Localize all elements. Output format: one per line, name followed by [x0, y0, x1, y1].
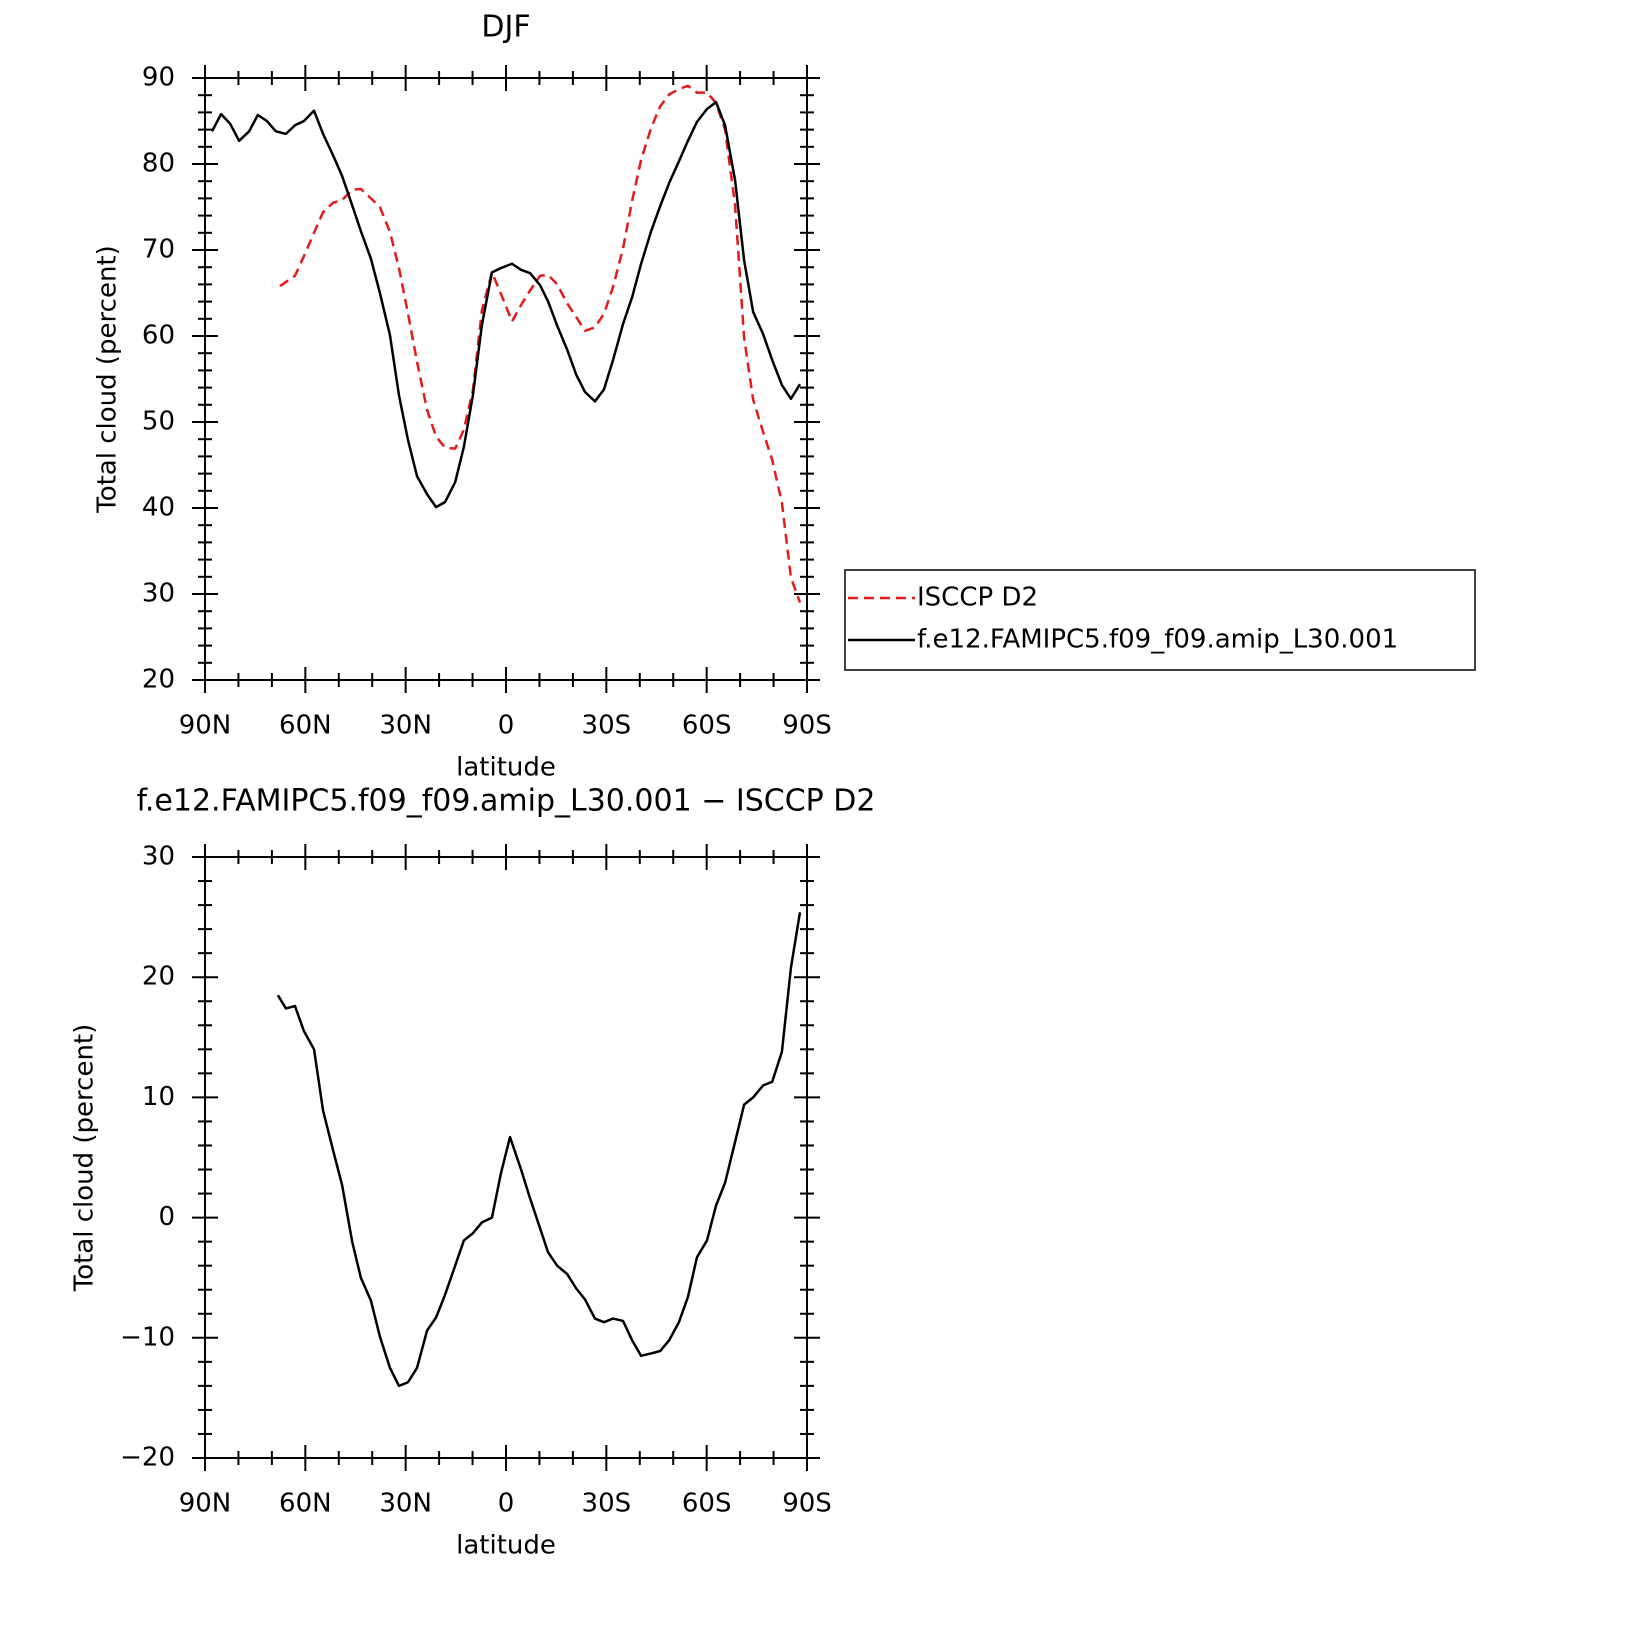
- x-tick-label: 60S: [682, 711, 732, 741]
- y-axis-label: Total cloud (percent): [70, 1024, 100, 1293]
- x-tick-label: 60N: [279, 711, 332, 741]
- y-tick-label: 30: [142, 842, 175, 872]
- x-tick-label: 90N: [179, 1489, 232, 1519]
- chart-title: DJF: [481, 10, 530, 45]
- x-tick-label: 90N: [179, 711, 232, 741]
- y-tick-label: 40: [142, 493, 175, 523]
- y-axis-label: Total cloud (percent): [93, 245, 123, 514]
- y-tick-label: −10: [120, 1322, 175, 1352]
- y-tick-label: 20: [142, 962, 175, 992]
- x-tick-label: 0: [498, 711, 515, 741]
- y-tick-label: 20: [142, 665, 175, 695]
- x-tick-label: 30N: [379, 1489, 432, 1519]
- legend-label: ISCCP D2: [917, 583, 1038, 613]
- y-tick-label: 60: [142, 321, 175, 351]
- legend-box: [844, 569, 1476, 671]
- y-tick-label: 0: [158, 1202, 175, 1232]
- x-tick-label: 60N: [279, 1489, 332, 1519]
- plot-frame: [204, 77, 808, 681]
- y-tick-label: 90: [142, 63, 175, 93]
- x-tick-label: 90S: [782, 711, 832, 741]
- data-line: [210, 100, 802, 509]
- x-axis-label: latitude: [456, 1531, 556, 1561]
- x-axis-label: latitude: [456, 753, 556, 783]
- data-line: [279, 84, 802, 604]
- data-line: [276, 912, 802, 1388]
- x-tick-label: 30S: [582, 711, 632, 741]
- y-tick-label: 10: [142, 1082, 175, 1112]
- y-tick-label: 70: [142, 235, 175, 265]
- y-tick-label: 30: [142, 579, 175, 609]
- y-tick-label: 80: [142, 149, 175, 179]
- y-tick-label: 50: [142, 407, 175, 437]
- x-tick-label: 30S: [582, 1489, 632, 1519]
- x-tick-label: 0: [498, 1489, 515, 1519]
- y-tick-label: −20: [120, 1443, 175, 1473]
- legend-label: f.e12.FAMIPC5.f09_f09.amip_L30.001: [917, 625, 1398, 655]
- x-tick-label: 30N: [379, 711, 432, 741]
- x-tick-label: 90S: [782, 1489, 832, 1519]
- x-tick-label: 60S: [682, 1489, 732, 1519]
- chart-title: f.e12.FAMIPC5.f09_f09.amip_L30.001 − ISC…: [137, 784, 876, 819]
